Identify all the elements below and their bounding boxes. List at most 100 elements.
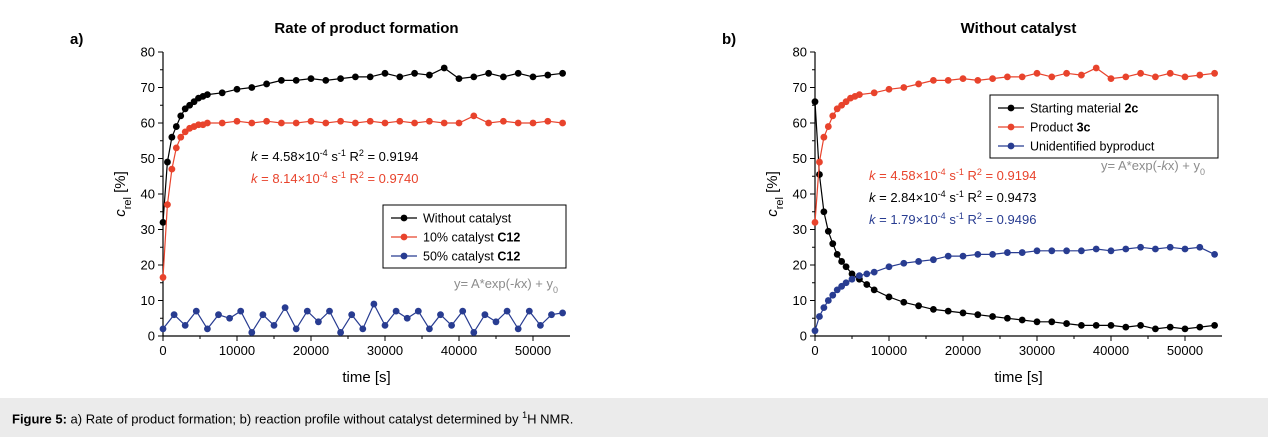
data-point: [885, 263, 893, 271]
legend-entry: Unidentified byproduct: [1030, 140, 1155, 154]
data-point: [974, 250, 982, 258]
data-point: [1107, 75, 1115, 83]
data-point: [172, 123, 180, 130]
legend-swatch-marker: [1007, 104, 1015, 112]
data-point: [392, 307, 400, 315]
data-point: [856, 272, 863, 280]
data-point: [381, 69, 389, 77]
data-point: [352, 119, 359, 127]
data-point: [811, 219, 819, 226]
data-point: [263, 117, 270, 125]
data-point: [440, 64, 448, 72]
data-point: [848, 275, 856, 283]
series-0: [159, 64, 566, 226]
data-point: [218, 89, 226, 97]
data-point: [820, 304, 828, 311]
data-point: [168, 165, 176, 173]
data-point: [1063, 69, 1070, 77]
data-point: [1211, 321, 1218, 329]
x-tick-label: 50000: [515, 343, 551, 358]
data-point: [1152, 325, 1159, 333]
data-point: [1018, 249, 1026, 256]
data-point: [396, 73, 404, 81]
data-point: [411, 69, 418, 77]
data-point: [816, 158, 823, 166]
data-point: [281, 304, 289, 311]
x-tick-label: 10000: [871, 343, 907, 358]
data-point: [366, 73, 374, 81]
series-2: [159, 300, 566, 336]
x-tick-label: 40000: [1093, 343, 1129, 358]
y-tick-label: 20: [793, 258, 807, 273]
data-point: [485, 119, 492, 127]
data-point: [1078, 321, 1085, 329]
data-point: [292, 77, 300, 84]
data-point: [959, 75, 967, 83]
data-point: [870, 286, 878, 294]
data-point: [315, 318, 322, 326]
data-point: [204, 91, 211, 98]
x-axis-title: time [s]: [342, 369, 390, 386]
x-tick-label: 0: [811, 343, 818, 358]
data-point: [829, 112, 837, 120]
fit-annotation: k = 2.84×10-4 s-1 R2 = 0.9473: [869, 189, 1036, 205]
panel-label: a): [70, 31, 83, 48]
data-point: [1166, 243, 1174, 251]
data-point: [1152, 245, 1159, 253]
data-point: [303, 307, 311, 315]
data-point: [172, 144, 180, 152]
data-point: [1107, 247, 1115, 255]
legend-box: [989, 94, 1219, 159]
data-point: [359, 325, 367, 333]
data-point: [337, 329, 344, 336]
data-point: [559, 309, 566, 317]
data-point: [974, 77, 982, 84]
data-point: [204, 325, 211, 333]
legend-entry: 50% catalyst C12: [423, 250, 520, 264]
data-point: [263, 80, 270, 88]
data-point: [248, 119, 256, 127]
data-point: [1004, 73, 1011, 81]
data-point: [559, 69, 566, 77]
data-point: [863, 281, 871, 288]
x-tick-label: 0: [159, 343, 166, 358]
fit-equation: y= A*exp(-kx) + y0: [1101, 158, 1205, 177]
x-tick-label: 50000: [1167, 343, 1203, 358]
data-point: [270, 321, 278, 329]
data-point: [470, 329, 478, 336]
data-point: [1137, 69, 1144, 77]
data-point: [237, 307, 245, 315]
data-point: [885, 293, 893, 301]
data-point: [414, 307, 422, 315]
y-tick-label: 40: [141, 187, 155, 202]
data-point: [833, 250, 841, 258]
data-point: [370, 300, 378, 308]
data-point: [1092, 321, 1100, 329]
data-point: [989, 75, 996, 83]
data-point: [829, 291, 837, 299]
legend: Starting material 2c Product 3c Unidentifi…: [989, 94, 1219, 159]
data-point: [1196, 71, 1204, 79]
y-axis-title: crel [%]: [112, 171, 134, 217]
data-point: [838, 258, 846, 265]
data-point: [915, 80, 922, 88]
data-point: [1122, 73, 1130, 81]
data-point: [537, 321, 544, 329]
fit-annotation: k = 8.14×10-4 s-1 R2 = 0.9740: [251, 170, 418, 186]
figure-caption: Figure 5: a) Rate of product formation; …: [12, 410, 573, 426]
data-point: [863, 270, 871, 278]
legend-swatch-marker: [1007, 123, 1015, 131]
data-point: [307, 75, 315, 83]
chart-panel-a: a) Rate of product formation 0 10 20 30 40 50 60…: [70, 20, 570, 386]
data-point: [1004, 314, 1011, 322]
data-point: [226, 314, 234, 322]
data-point: [337, 75, 344, 83]
data-point: [824, 297, 832, 304]
data-point: [352, 73, 359, 81]
data-point: [411, 119, 418, 127]
data-point: [944, 252, 952, 260]
data-point: [170, 311, 178, 319]
panel-label: b): [722, 31, 736, 48]
data-point: [1196, 323, 1204, 331]
data-point: [824, 123, 832, 130]
